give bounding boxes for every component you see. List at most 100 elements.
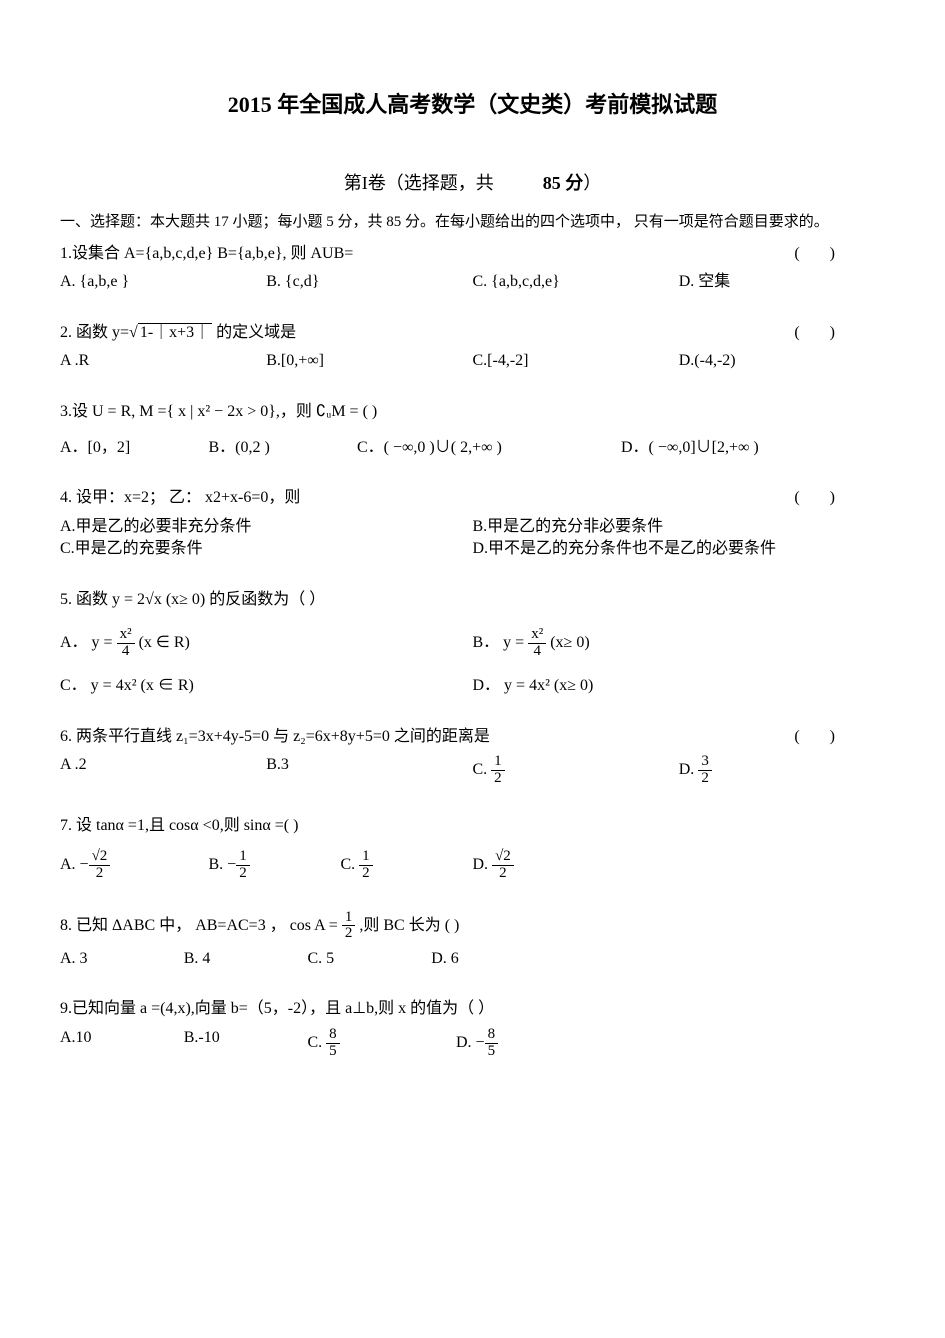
q6-d-den: 2 — [698, 771, 712, 787]
q6-opt-d[interactable]: D. 32 — [679, 754, 885, 787]
q1-opt-b[interactable]: B. {c,d} — [266, 271, 472, 293]
q5-options-2: C． y = 4x² (x ∈ R) D． y = 4x² (x≥ 0) — [60, 675, 885, 697]
q1-opt-a[interactable]: A. {a,b,e } — [60, 271, 266, 293]
section-label-pre: 第I卷（选择题，共 — [344, 173, 494, 193]
q5-sqrt: √x — [145, 591, 162, 608]
q7-opt-d[interactable]: D. √22 — [473, 849, 605, 882]
q4-opt-b[interactable]: B.甲是乙的充分非必要条件 — [473, 516, 886, 538]
q8-opt-a[interactable]: A. 3 — [60, 948, 184, 970]
q9-d-num: 8 — [485, 1027, 499, 1044]
q9-opt-a[interactable]: A.10 — [60, 1027, 184, 1060]
q3-opt-d[interactable]: D．( −∞,0]∪[2,+∞ ) — [621, 437, 869, 459]
q6-opt-b[interactable]: B.3 — [266, 754, 472, 787]
q7-d-den: 2 — [492, 866, 514, 882]
q6-stem: 6. 两条平行直线 z₁=3x+4y-5=0 与 z₂=6x+8y+5=0 之间… — [60, 726, 490, 748]
q8-stem-post: ,则 BC 长为 ( ) — [355, 916, 459, 933]
q2-opt-a[interactable]: A .R — [60, 350, 266, 372]
q5-stem-post: (x≥ 0) 的反函数为（ ） — [162, 591, 325, 608]
question-9: 9.已知向量 a =(4,x),向量 b=（5，-2），且 a⊥b,则 x 的值… — [60, 998, 885, 1059]
section-header: 第I卷（选择题，共 85 分） — [60, 171, 885, 196]
q2-opt-d[interactable]: D.(-4,-2) — [679, 350, 885, 372]
question-1: 1.设集合 A={a,b,c,d,e} B={a,b,e}, 则 AUB= ()… — [60, 243, 885, 294]
q7-c-den: 2 — [359, 866, 373, 882]
q9-d-pre: D. − — [456, 1034, 485, 1051]
q7-a-pre: A. − — [60, 856, 89, 873]
q2-stem-post: 的定义域是 — [212, 324, 296, 341]
q8-den: 2 — [342, 926, 356, 942]
q7-opt-c[interactable]: C. 12 — [341, 849, 473, 882]
q7-a-den: 2 — [89, 866, 111, 882]
q1-paren: () — [794, 243, 885, 265]
q3-opt-c[interactable]: C．( −∞,0 )∪( 2,+∞ ) — [357, 437, 621, 459]
q3-stem: 3.设 U = R, M ={ x | x² − 2x > 0},，则 ∁ᵤM … — [60, 401, 377, 423]
q3-options: A．[0，2] B．(0,2 ) C．( −∞,0 )∪( 2,+∞ ) D．(… — [60, 437, 885, 459]
q7-c-pre: C. — [341, 856, 360, 873]
q7-c-num: 1 — [359, 849, 373, 866]
q1-options: A. {a,b,e } B. {c,d} C. {a,b,c,d,e} D. 空… — [60, 271, 885, 293]
q7-b-pre: B. − — [209, 856, 237, 873]
q4-stem: 4. 设甲：x=2； 乙： x2+x-6=0，则 — [60, 487, 300, 509]
q3-opt-b[interactable]: B．(0,2 ) — [209, 437, 358, 459]
q5-options-1: A． y = x²4 (x ∈ R) B． y = x²4 (x≥ 0) — [60, 627, 885, 660]
question-8: 8. 已知 ΔABC 中， AB=AC=3 ， cos A = 12 ,则 BC… — [60, 910, 885, 971]
q9-opt-c[interactable]: C. 85 — [308, 1027, 457, 1060]
q6-d-pre: D. — [679, 761, 699, 778]
q6-opt-a[interactable]: A .2 — [60, 754, 266, 787]
q5-b-den: 4 — [528, 644, 546, 660]
question-4: 4. 设甲：x=2； 乙： x2+x-6=0，则 () A.甲是乙的必要非充分条… — [60, 487, 885, 560]
q1-opt-c[interactable]: C. {a,b,c,d,e} — [473, 271, 679, 293]
q7-d-num: √2 — [492, 849, 514, 866]
q7-opt-b[interactable]: B. −12 — [209, 849, 341, 882]
q5-a-num: x² — [117, 627, 135, 644]
q4-opt-a[interactable]: A.甲是乙的必要非充分条件 — [60, 516, 473, 538]
q7-opt-a[interactable]: A. −√22 — [60, 849, 209, 882]
q2-opt-b[interactable]: B.[0,+∞] — [266, 350, 472, 372]
q7-b-den: 2 — [236, 866, 250, 882]
section-label-post: ） — [583, 173, 601, 193]
q8-opt-c[interactable]: C. 5 — [308, 948, 432, 970]
q5-stem: 5. 函数 y = 2√x (x≥ 0) 的反函数为（ ） — [60, 589, 325, 611]
q5-b-post: (x≥ 0) — [546, 634, 589, 651]
q4-opt-c[interactable]: C.甲是乙的充要条件 — [60, 538, 473, 560]
q8-stem-pre: 8. 已知 ΔABC 中， AB=AC=3 ， cos A = — [60, 916, 342, 933]
q9-stem: 9.已知向量 a =(4,x),向量 b=（5，-2），且 a⊥b,则 x 的值… — [60, 998, 494, 1020]
q2-opt-c[interactable]: C.[-4,-2] — [473, 350, 679, 372]
q9-options: A.10 B.-10 C. 85 D. −85 — [60, 1027, 885, 1060]
q6-paren: () — [794, 726, 885, 748]
q9-c-num: 8 — [326, 1027, 340, 1044]
exam-title: 2015 年全国成人高考数学（文史类）考前模拟试题 — [60, 90, 885, 121]
q3-opt-a[interactable]: A．[0，2] — [60, 437, 209, 459]
q6-opt-c[interactable]: C. 12 — [473, 754, 679, 787]
q8-opt-d[interactable]: D. 6 — [431, 948, 555, 970]
q4-paren: () — [794, 487, 885, 509]
q7-options: A. −√22 B. −12 C. 12 D. √22 — [60, 849, 885, 882]
q8-opt-b[interactable]: B. 4 — [184, 948, 308, 970]
q8-num: 1 — [342, 910, 356, 927]
q7-d-pre: D. — [473, 856, 493, 873]
question-6: 6. 两条平行直线 z₁=3x+4y-5=0 与 z₂=6x+8y+5=0 之间… — [60, 726, 885, 787]
q9-opt-b[interactable]: B.-10 — [184, 1027, 308, 1060]
q2-sqrt: √1-｜x+3｜ — [129, 323, 212, 341]
q9-c-pre: C. — [308, 1034, 327, 1051]
q6-c-pre: C. — [473, 761, 492, 778]
q1-opt-d[interactable]: D. 空集 — [679, 271, 885, 293]
q6-c-den: 2 — [491, 771, 505, 787]
q7-b-num: 1 — [236, 849, 250, 866]
q4-options-2: C.甲是乙的充要条件 D.甲不是乙的充分条件也不是乙的必要条件 — [60, 538, 885, 560]
q5-a-den: 4 — [117, 644, 135, 660]
question-5: 5. 函数 y = 2√x (x≥ 0) 的反函数为（ ） A． y = x²4… — [60, 589, 885, 698]
q5-opt-c[interactable]: C． y = 4x² (x ∈ R) — [60, 675, 473, 697]
q1-stem: 1.设集合 A={a,b,c,d,e} B={a,b,e}, 则 AUB= — [60, 243, 353, 265]
q4-opt-d[interactable]: D.甲不是乙的充分条件也不是乙的必要条件 — [473, 538, 886, 560]
q5-opt-b[interactable]: B． y = x²4 (x≥ 0) — [473, 627, 886, 660]
section-instruction: 一、选择题：本大题共 17 小题；每小题 5 分，共 85 分。在每小题给出的四… — [60, 212, 885, 233]
q5-opt-a[interactable]: A． y = x²4 (x ∈ R) — [60, 627, 473, 660]
question-7: 7. 设 tanα =1,且 cosα <0,则 sinα =( ) A. −√… — [60, 815, 885, 882]
q2-paren: () — [794, 322, 885, 344]
q6-d-num: 3 — [698, 754, 712, 771]
q9-opt-d[interactable]: D. −85 — [456, 1027, 605, 1060]
q5-a-pre: A． y = — [60, 634, 117, 651]
q9-c-den: 5 — [326, 1044, 340, 1060]
q2-options: A .R B.[0,+∞] C.[-4,-2] D.(-4,-2) — [60, 350, 885, 372]
q5-opt-d[interactable]: D． y = 4x² (x≥ 0) — [473, 675, 886, 697]
